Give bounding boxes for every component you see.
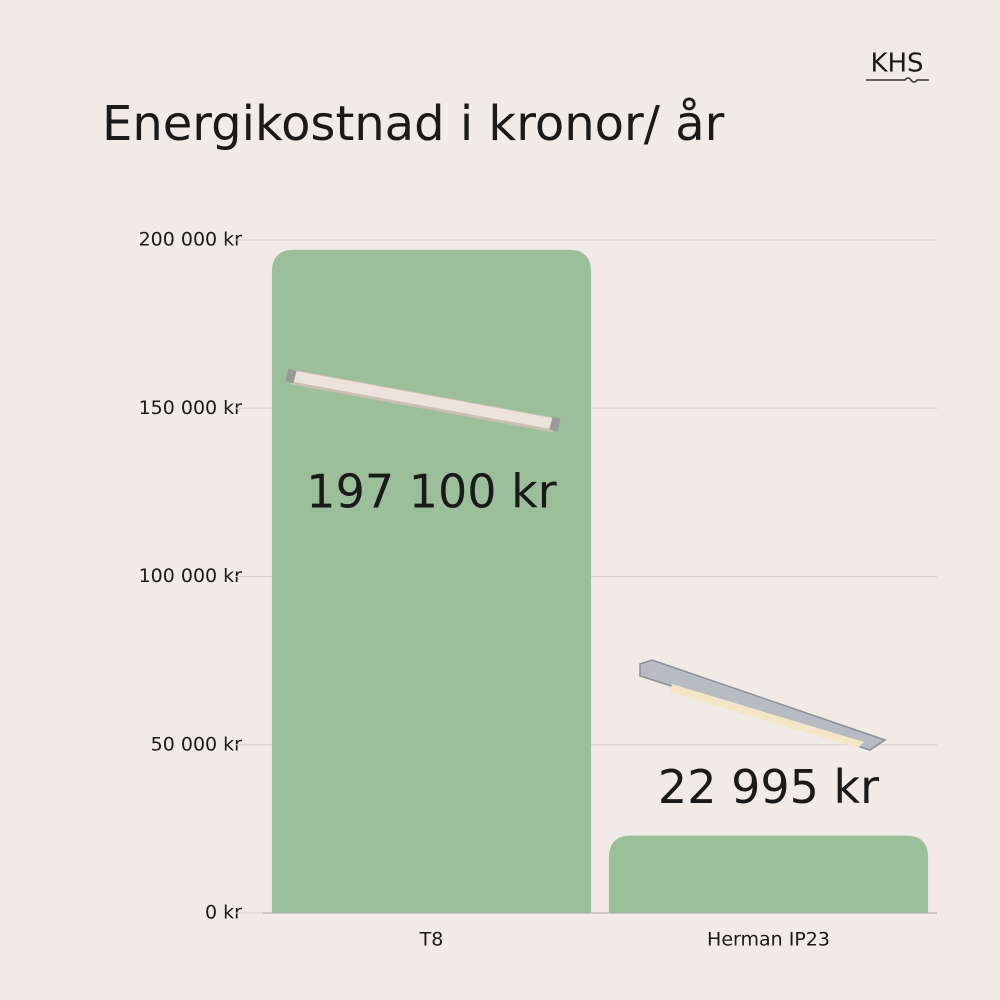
y-tick-label: 100 000 kr [139,565,243,587]
data-label: 22 995 kr [658,760,879,814]
y-tick-label: 200 000 kr [139,229,243,251]
bar [608,835,929,913]
y-tick-label: 0 kr [205,902,242,924]
x-tick-label: Herman IP23 [707,929,830,951]
herman-housing [639,659,887,751]
y-tick-label: 150 000 kr [139,397,243,419]
t8-cap [549,416,561,432]
bar [271,249,592,914]
logo: KHS [870,49,923,79]
logo-underline [866,77,929,83]
y-tick-label: 50 000 kr [151,733,243,755]
t8-cap [285,368,297,384]
herman-led [670,684,864,748]
data-label: 197 100 kr [306,464,556,518]
x-tick-label: T8 [419,929,444,951]
chart-title: Energikostnad i kronor/ år [102,96,725,152]
lamps [285,368,887,751]
t8-tube [291,370,555,430]
